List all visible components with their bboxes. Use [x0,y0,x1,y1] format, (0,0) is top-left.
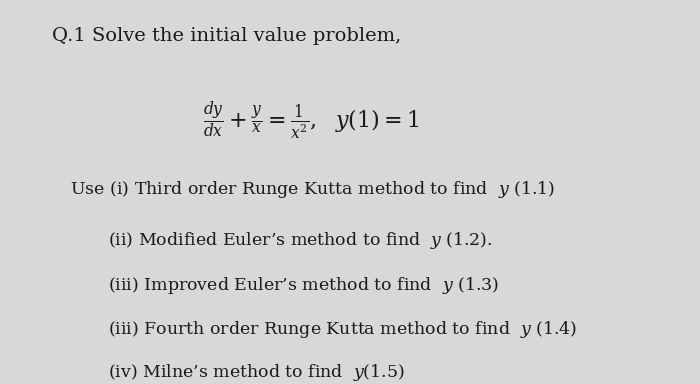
Text: (iv) Milne’s method to find  $y$(1.5): (iv) Milne’s method to find $y$(1.5) [108,362,405,383]
Text: (ii) Modified Euler’s method to find  $y$ (1.2).: (ii) Modified Euler’s method to find $y$… [108,230,493,252]
Text: (iii) Fourth order Runge Kutta method to find  $y$ (1.4): (iii) Fourth order Runge Kutta method to… [108,319,578,340]
Text: $\frac{dy}{dx}+\frac{y}{x}=\frac{1}{x^2},\ \ y(1)=1$: $\frac{dy}{dx}+\frac{y}{x}=\frac{1}{x^2}… [203,100,419,142]
Text: (iii) Improved Euler’s method to find  $y$ (1.3): (iii) Improved Euler’s method to find $y… [108,275,500,296]
Text: Q.1 Solve the initial value problem,: Q.1 Solve the initial value problem, [52,27,402,45]
Text: Use (i) Third order Runge Kutta method to find  $y$ (1.1): Use (i) Third order Runge Kutta method t… [70,179,555,200]
